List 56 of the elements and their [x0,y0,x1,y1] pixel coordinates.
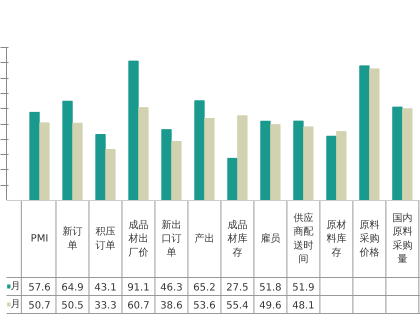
x-tick-label: 雇员 [260,232,280,244]
data-label: 43.1 [94,282,117,294]
legend-label: 月 [10,299,20,310]
bar [72,122,83,200]
bar [105,149,116,200]
bar [39,122,50,200]
x-tick-label: 原料采购价格 [358,218,380,258]
data-label: 50.7 [28,300,51,312]
bar [260,120,271,200]
data-label: 55.4 [226,300,249,312]
data-label: 46.3 [160,282,183,294]
bar [326,136,337,200]
bar [95,134,106,200]
bar [227,158,238,200]
data-label: 50.5 [61,300,84,312]
bar [194,100,205,200]
x-tick-label: 成品材出厂价 [127,218,148,258]
bar [128,60,139,200]
x-tick-label: 成品材库存 [226,218,248,258]
data-label: 60.7 [127,300,150,312]
bar [171,140,182,200]
bar [161,129,172,200]
bar [359,65,370,200]
data-label: 57.6 [28,282,51,294]
bar [270,124,281,200]
x-tick-label: 新订单 [62,226,82,252]
bar [336,131,347,200]
bar [303,126,314,200]
x-tick-label: 积压订单 [95,226,116,252]
bar [29,112,40,200]
bar [293,120,304,200]
bar [369,68,380,200]
data-label: 49.6 [259,300,282,312]
bar [204,118,215,200]
bar [392,106,403,200]
bar [62,100,73,200]
data-label: 51.9 [292,282,315,294]
data-label: 53.6 [193,300,216,312]
data-label: 27.5 [226,282,249,294]
x-tick-label: 原材料库存 [326,218,346,258]
x-tick-label: 供应商配送时间 [293,212,314,266]
bar [402,108,413,200]
data-label: 64.9 [61,282,84,294]
bar [237,115,248,200]
data-label: 38.6 [160,300,183,312]
x-tick-label: PMI [30,234,48,244]
data-label: 48.1 [292,300,315,312]
data-label: 65.2 [193,282,216,294]
data-label: 51.8 [259,282,282,294]
bar [138,107,149,200]
legend-label: 月 [10,281,20,292]
data-label: 91.1 [127,282,150,294]
data-label: 33.3 [94,300,117,312]
x-tick-label: 新出口订单 [161,218,182,258]
x-tick-label: 国内原料采购量 [392,212,412,266]
x-tick-label: 产出 [194,232,214,244]
